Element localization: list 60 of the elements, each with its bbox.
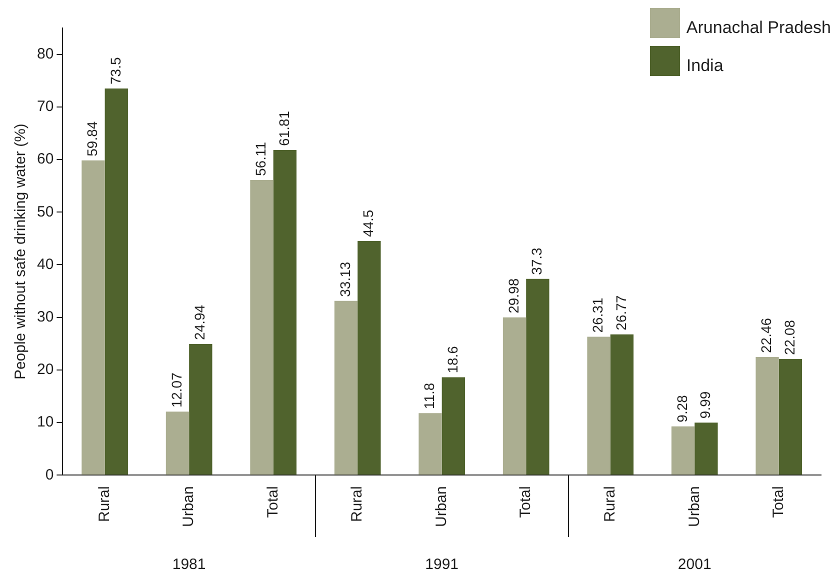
x-tick-label: Rural: [348, 486, 366, 522]
x-tick-label: Rural: [601, 486, 618, 522]
data-label: 29.98: [505, 278, 522, 314]
bar: [334, 300, 358, 475]
bar: [189, 344, 212, 475]
bar: [442, 377, 466, 475]
y-tick-label: 60: [36, 150, 54, 168]
bar: [526, 278, 550, 475]
y-tick-label: 0: [45, 466, 54, 484]
data-label: 26.31: [590, 297, 606, 333]
x-tick-label: Total: [517, 486, 534, 518]
data-label: 44.5: [360, 210, 376, 238]
y-tick-label: 80: [36, 45, 54, 62]
data-label: 59.84: [84, 121, 100, 156]
data-label: 37.3: [528, 247, 545, 275]
bar: [82, 160, 105, 475]
data-label: 9.28: [674, 394, 690, 422]
bar: [694, 422, 718, 475]
data-label: 33.13: [336, 262, 353, 297]
y-axis-title: People without safe drinking water (%): [12, 124, 30, 380]
y-tick-label: 70: [36, 98, 54, 116]
data-label: 9.99: [697, 391, 714, 419]
legend-label: India: [686, 56, 724, 76]
x-tick-label: Urban: [686, 486, 703, 528]
bar: [778, 358, 802, 475]
data-label: 22.46: [758, 318, 774, 353]
data-label: 73.5: [107, 57, 124, 84]
text: 1981: [171, 556, 207, 573]
bar: [104, 88, 128, 475]
data-label: 22.08: [781, 320, 798, 355]
bar: [756, 356, 779, 475]
bar: [502, 317, 526, 475]
data-label: 12.07: [168, 372, 184, 408]
x-tick-label: Rural: [96, 486, 113, 522]
y-tick-label: 30: [36, 308, 54, 326]
bar: [671, 426, 695, 475]
x-tick-label: Urban: [432, 486, 450, 528]
text: 1991: [424, 556, 460, 573]
x-tick-label: Total: [770, 486, 788, 518]
bar: [610, 334, 634, 475]
bar: [250, 180, 274, 475]
y-tick-label: 40: [36, 256, 54, 273]
text: 2001: [676, 556, 712, 573]
bar: [358, 241, 381, 475]
y-tick-label: 10: [36, 414, 54, 431]
x-tick-label: Urban: [180, 486, 198, 528]
bar: [418, 413, 442, 475]
bar: [273, 150, 296, 475]
data-label: 18.6: [444, 346, 460, 374]
data-label: 26.77: [612, 295, 629, 330]
data-label: 56.11: [252, 142, 269, 176]
data-label: 61.81: [276, 110, 292, 146]
bar: [166, 412, 190, 475]
data-label: 24.94: [192, 304, 208, 340]
bar: [587, 336, 610, 475]
legend-label: Arunachal Pradesh: [686, 18, 831, 38]
y-tick-label: 50: [36, 203, 54, 220]
y-tick-label: 20: [36, 361, 54, 378]
x-tick-label: Total: [264, 486, 282, 518]
data-label: 11.8: [421, 382, 438, 410]
